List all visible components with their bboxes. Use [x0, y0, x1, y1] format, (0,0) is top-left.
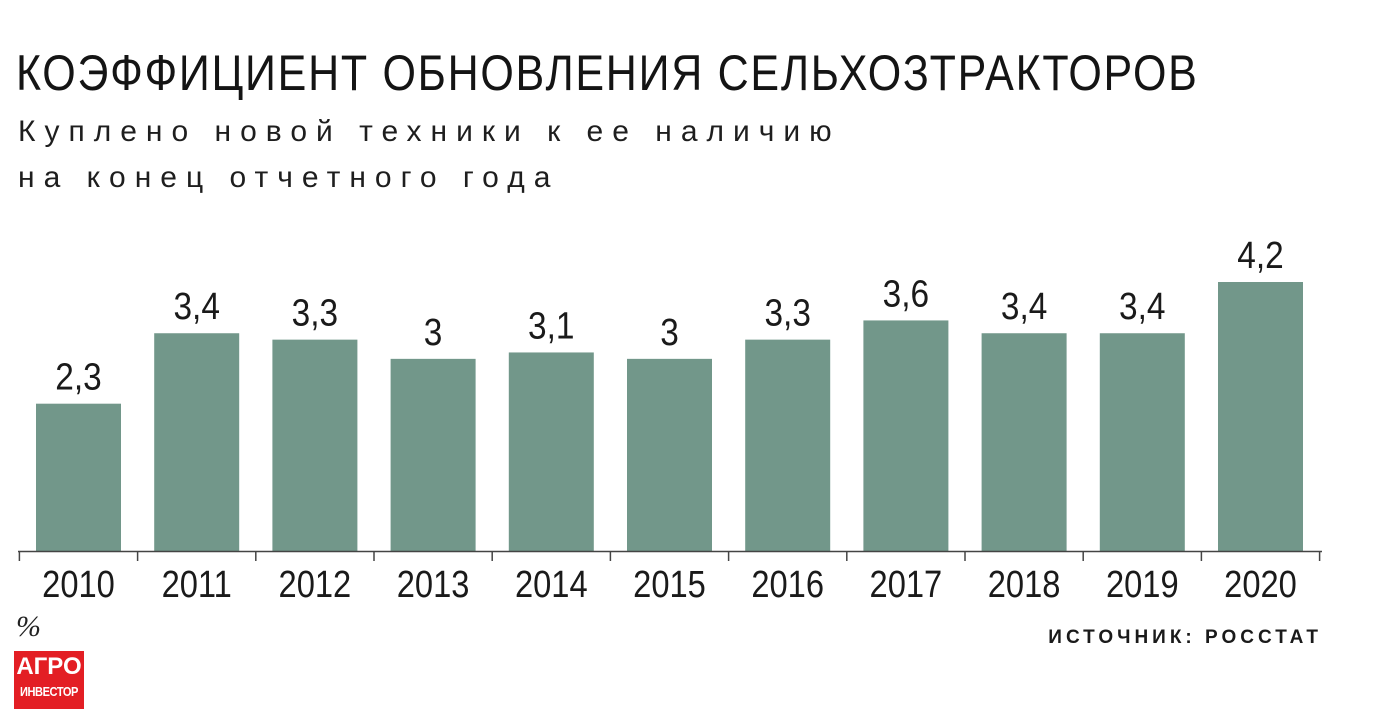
x-tick-label-2012: 2012: [279, 563, 352, 606]
value-label-2016: 3,3: [764, 292, 810, 334]
value-label-2011: 3,4: [173, 285, 219, 327]
value-label-2010: 2,3: [55, 356, 101, 398]
bar-2015: [627, 358, 712, 551]
x-tick-label-2018: 2018: [988, 563, 1061, 606]
chart-subtitle-line-2: на конец отчетного года: [18, 161, 560, 194]
value-label-2020: 4,2: [1237, 234, 1283, 276]
x-tick-label-2013: 2013: [397, 563, 470, 606]
chart-title: КОЭФФИЦИЕНТ ОБНОВЛЕНИЯ СЕЛЬХОЗТРАКТОРОВ: [16, 45, 1199, 101]
bar-2017: [863, 320, 949, 551]
agroinvestor-logo: АГРО ИНВЕСТОР: [14, 651, 84, 709]
value-label-2018: 3,4: [1001, 285, 1047, 327]
chart-subtitle-line-1: Куплено новой техники к ее наличию: [18, 115, 841, 148]
bar-2020: [1218, 282, 1303, 551]
bar-2018: [981, 333, 1067, 551]
x-tick-label-2019: 2019: [1106, 563, 1179, 606]
x-tick-label-2011: 2011: [162, 563, 232, 606]
bar-2010: [36, 403, 121, 551]
x-tick-label-2016: 2016: [751, 563, 824, 606]
value-label-2019: 3,4: [1119, 285, 1165, 327]
value-label-2013: 3: [424, 311, 443, 353]
bar-2012: [272, 339, 358, 551]
x-tick-label-2020: 2020: [1224, 563, 1297, 606]
bar-2016: [745, 339, 831, 551]
x-tick-label-2015: 2015: [633, 563, 706, 606]
value-label-2017: 3,6: [883, 272, 929, 314]
bar-2013: [390, 358, 476, 551]
x-tick-label-2017: 2017: [870, 563, 943, 606]
value-label-2015: 3: [660, 311, 679, 353]
source-note: ИСТОЧНИК: РОССТАТ: [1048, 627, 1322, 648]
value-label-2012: 3,3: [292, 292, 338, 334]
x-tick-label-2014: 2014: [515, 563, 588, 606]
value-label-2014: 3,1: [528, 304, 574, 346]
logo-line-1: АГРО: [16, 653, 82, 680]
x-tick-label-2010: 2010: [42, 563, 115, 606]
bar-2014: [508, 352, 594, 551]
unit-label: %: [16, 610, 41, 643]
bar-2019: [1099, 333, 1185, 551]
logo-line-2: ИНВЕСТОР: [19, 684, 79, 699]
bar-2011: [154, 333, 240, 551]
